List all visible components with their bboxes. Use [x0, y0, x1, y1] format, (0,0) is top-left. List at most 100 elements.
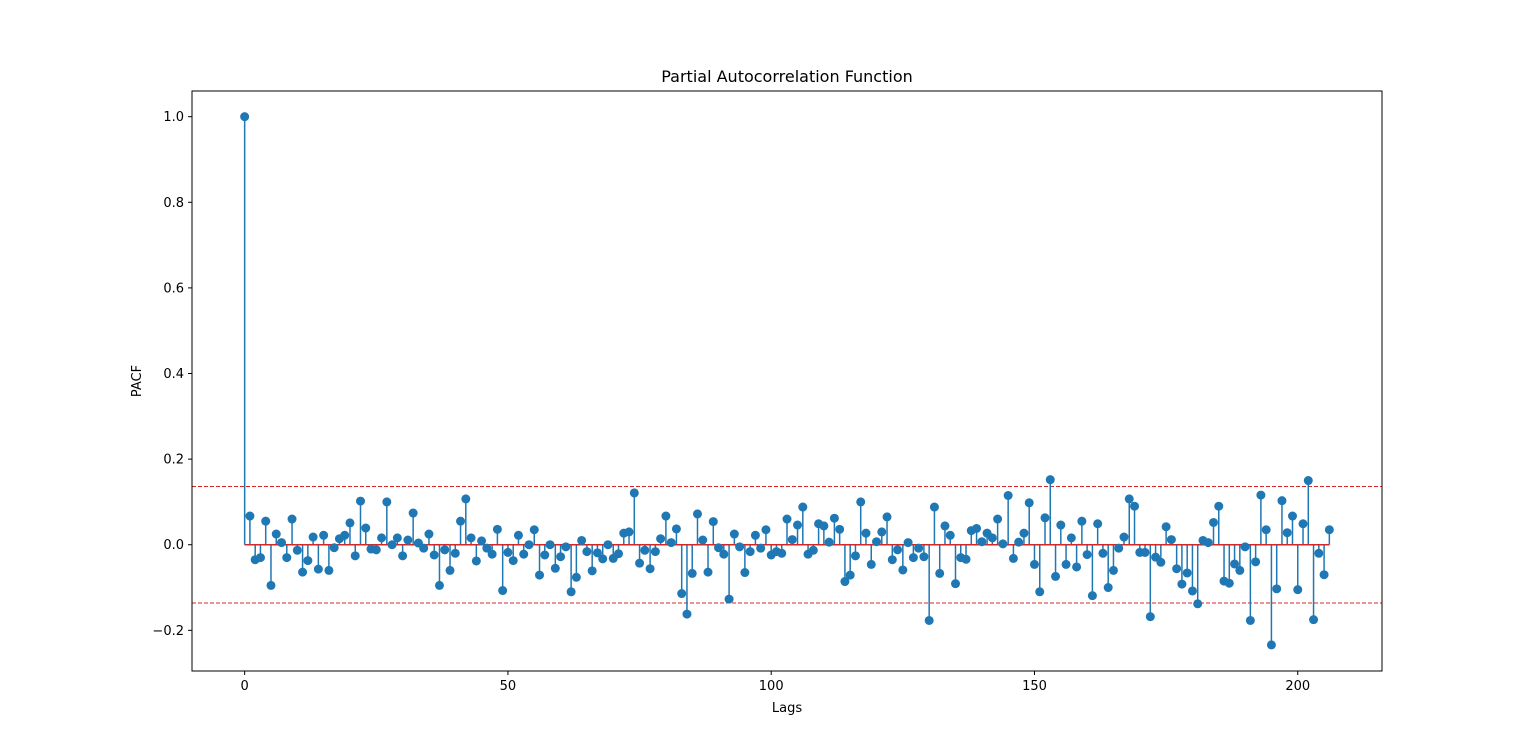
stem-marker [961, 554, 971, 564]
stem-marker [398, 551, 408, 561]
stem-marker [893, 545, 903, 555]
stem-marker [466, 533, 476, 543]
stem-lines [243, 116, 1331, 645]
stem-marker [998, 539, 1008, 549]
stem-marker [914, 543, 924, 553]
stem-marker [977, 537, 987, 547]
stem-marker [808, 545, 818, 555]
stem-marker [261, 516, 271, 526]
stem-marker [550, 563, 560, 573]
stem-marker [756, 543, 766, 553]
stem-marker [387, 540, 397, 550]
stem-marker [1272, 584, 1282, 594]
stem-marker [724, 594, 734, 604]
plot-frame [191, 90, 1383, 672]
stem-marker [1245, 615, 1255, 625]
stem-marker [1182, 568, 1192, 578]
stem-marker [993, 514, 1003, 524]
stem-marker [1193, 599, 1203, 609]
confidence-bounds [192, 486, 1382, 604]
stem-marker [1177, 579, 1187, 589]
x-axis-ticks: 0 50 100 150 200 [241, 671, 1310, 694]
stem-marker [450, 548, 460, 558]
stem-marker [355, 496, 365, 506]
stem-marker [298, 567, 308, 577]
stem-marker [745, 547, 755, 557]
stem-marker [1287, 511, 1297, 521]
stem-marker [487, 549, 497, 559]
stem-marker [887, 555, 897, 565]
stem-marker [566, 587, 576, 597]
stem-marker [513, 530, 523, 540]
stem-marker [1309, 615, 1319, 625]
stem-marker [777, 548, 787, 558]
stem-marker [1051, 571, 1061, 581]
stem-marker [266, 580, 276, 590]
stem-marker [935, 568, 945, 578]
stem-marker [508, 556, 518, 566]
stem-marker [598, 554, 608, 564]
stem-marker [708, 517, 718, 527]
stem-marker [1098, 548, 1108, 558]
stem-marker [950, 579, 960, 589]
stem-marker [640, 545, 650, 555]
stem-marker [1124, 494, 1134, 504]
stem-marker [292, 545, 302, 555]
y-axis-ticks: −0.2 0.0 0.2 0.4 0.6 0.8 1.0 [152, 110, 192, 639]
stem-marker [687, 568, 697, 578]
stem-marker [1045, 475, 1055, 485]
stem-marker [1093, 519, 1103, 529]
stem-marker [1108, 565, 1118, 575]
x-axis-label: Lags [772, 701, 802, 716]
y-tick-label: 0.2 [163, 453, 184, 468]
stem-marker [1235, 565, 1245, 575]
stem-marker [303, 556, 313, 566]
stem-marker [698, 535, 708, 545]
stem-marker [798, 502, 808, 512]
stem-marker [535, 570, 545, 580]
stem-marker [861, 528, 871, 538]
stem-marker [419, 543, 429, 553]
stem-marker [740, 568, 750, 578]
stem-marker [350, 551, 360, 561]
stem-marker [540, 550, 550, 560]
stem-marker [729, 529, 739, 539]
stem-marker [329, 543, 339, 553]
stem-marker [1114, 543, 1124, 553]
stem-marker [629, 488, 639, 498]
stem-marker [1103, 583, 1113, 593]
stem-marker [1077, 516, 1087, 526]
stem-marker [1266, 640, 1276, 650]
y-axis-label: PACF [130, 365, 145, 397]
stem-marker [782, 514, 792, 524]
stem-marker [561, 542, 571, 552]
stem-marker [624, 527, 634, 537]
stem-marker [787, 535, 797, 545]
stem-marker [671, 524, 681, 534]
y-tick-label: 0.6 [163, 281, 184, 296]
stem-marker [703, 567, 713, 577]
stem-marker [556, 552, 566, 562]
stem-marker [319, 530, 329, 540]
y-tick-label: 1.0 [163, 110, 184, 125]
stem-marker [345, 518, 355, 528]
stem-marker [1187, 586, 1197, 596]
stem-marker [1256, 490, 1266, 500]
stem-marker [719, 549, 729, 559]
stem-marker [793, 520, 803, 530]
stem-marker [1324, 525, 1334, 535]
stem-marker [1251, 557, 1261, 567]
stem-marker [903, 538, 913, 548]
stem-marker [635, 558, 645, 568]
stem-marker [503, 547, 513, 557]
stem-marker [1119, 532, 1129, 542]
stem-marker [477, 536, 487, 546]
stem-marker [313, 564, 323, 574]
stem-marker [1035, 587, 1045, 597]
stem-marker [850, 551, 860, 561]
stem-marker [856, 497, 866, 507]
stem-marker [614, 549, 624, 559]
stem-marker [1024, 498, 1034, 508]
stem-marker [529, 525, 539, 535]
